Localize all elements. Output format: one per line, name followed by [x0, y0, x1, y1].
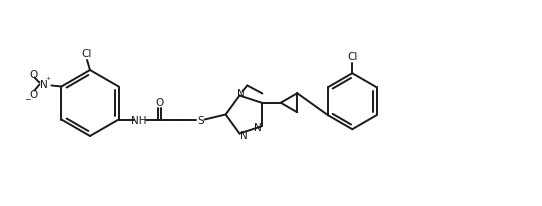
Text: S: S [197, 115, 204, 125]
Text: N: N [254, 123, 262, 133]
Text: −: − [24, 95, 30, 103]
Text: NH: NH [131, 115, 146, 125]
Text: Cl: Cl [347, 52, 357, 62]
Text: N: N [236, 89, 244, 99]
Text: N: N [40, 79, 47, 89]
Text: O: O [29, 89, 37, 99]
Text: N: N [240, 130, 247, 140]
Text: Cl: Cl [82, 49, 92, 59]
Text: O: O [156, 97, 164, 107]
Text: O: O [29, 70, 37, 80]
Text: +: + [46, 76, 51, 81]
